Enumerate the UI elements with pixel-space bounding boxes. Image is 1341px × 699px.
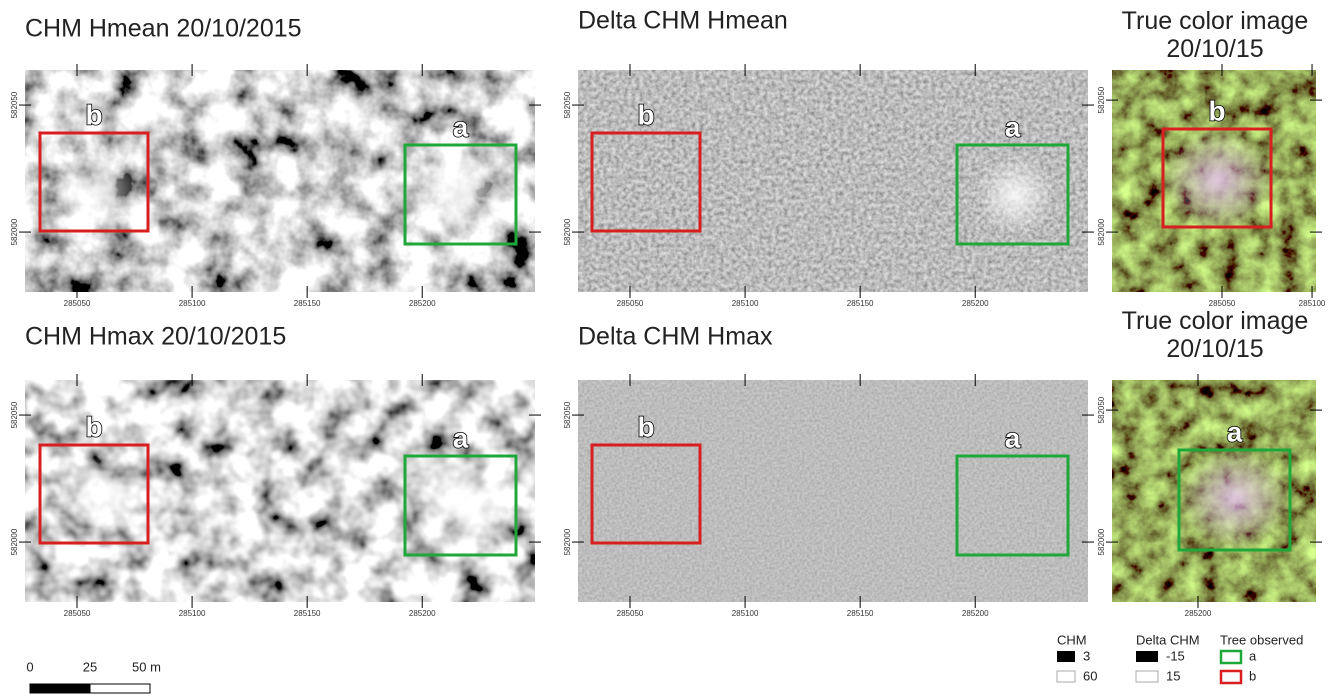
panel-title-line: True color image bbox=[1122, 307, 1309, 335]
tree-box bbox=[1161, 127, 1273, 229]
tree-box bbox=[590, 443, 702, 545]
box-label: b bbox=[85, 99, 102, 130]
y-tick-label: 582000 bbox=[1097, 528, 1106, 555]
box-label: b bbox=[85, 411, 102, 442]
x-tick-label: 285050 bbox=[617, 299, 644, 308]
x-tick-label: 285050 bbox=[617, 609, 644, 618]
legend-label: a bbox=[1249, 648, 1257, 663]
legend-swatch bbox=[1135, 670, 1159, 683]
y-tick-label: 582000 bbox=[10, 218, 19, 245]
box-label: b bbox=[637, 99, 654, 130]
box-label: b bbox=[1208, 95, 1225, 126]
panel-title: CHM Hmean 20/10/2015 bbox=[25, 15, 302, 43]
tree-box bbox=[955, 454, 1070, 557]
box-label: a bbox=[1005, 422, 1021, 453]
crown bbox=[60, 455, 150, 535]
legend-title: Tree observed bbox=[1220, 632, 1303, 647]
x-tick-label: 285050 bbox=[64, 299, 91, 308]
x-tick-label: 285200 bbox=[409, 299, 436, 308]
x-tick-label: 285200 bbox=[1185, 609, 1212, 618]
x-tick-label: 285100 bbox=[1299, 299, 1326, 308]
x-tick-label: 285200 bbox=[962, 299, 989, 308]
tree-box bbox=[38, 131, 150, 233]
legend-swatch bbox=[1056, 670, 1076, 683]
raster bbox=[578, 380, 1088, 602]
y-tick-label: 582000 bbox=[1097, 218, 1106, 245]
crown bbox=[1163, 130, 1273, 230]
crown bbox=[975, 155, 1055, 235]
y-tick-label: 582050 bbox=[563, 401, 572, 428]
x-tick-label: 285150 bbox=[294, 609, 321, 618]
x-tick-label: 285150 bbox=[847, 299, 874, 308]
legend-title: CHM bbox=[1057, 632, 1087, 647]
tree-box bbox=[1177, 448, 1292, 552]
x-tick-label: 285100 bbox=[179, 299, 206, 308]
panel-title: Delta CHM Hmean bbox=[578, 7, 788, 35]
scale-label: 25 bbox=[83, 659, 97, 674]
panel-title-line: True color image bbox=[1122, 7, 1309, 35]
scale-bar bbox=[29, 683, 91, 694]
y-tick-label: 582050 bbox=[563, 91, 572, 118]
box-label: b bbox=[637, 411, 654, 442]
x-tick-label: 285200 bbox=[409, 609, 436, 618]
tree-box bbox=[403, 143, 518, 246]
legend-label: 60 bbox=[1083, 668, 1097, 683]
scale-label: 50 m bbox=[132, 659, 161, 674]
legend-swatch bbox=[1057, 651, 1075, 662]
x-tick-label: 285150 bbox=[294, 299, 321, 308]
x-tick-label: 285100 bbox=[179, 609, 206, 618]
y-tick-label: 582000 bbox=[563, 528, 572, 555]
box-label: a bbox=[1005, 111, 1021, 142]
y-tick-label: 582050 bbox=[1097, 86, 1106, 113]
x-tick-label: 285150 bbox=[847, 609, 874, 618]
box-label: a bbox=[453, 111, 469, 142]
box-label: a bbox=[453, 422, 469, 453]
legend-swatch bbox=[1219, 669, 1243, 685]
tree-box bbox=[955, 143, 1070, 246]
legend-title: Delta CHM bbox=[1136, 632, 1200, 647]
x-tick-label: 285100 bbox=[732, 609, 759, 618]
legend-label: 3 bbox=[1083, 648, 1090, 663]
panel-title: Delta CHM Hmax bbox=[578, 323, 773, 351]
legend-swatch bbox=[1219, 649, 1243, 665]
box-label: a bbox=[1227, 416, 1243, 447]
crown bbox=[405, 135, 525, 245]
legend-swatch bbox=[1136, 651, 1158, 662]
y-tick-label: 582000 bbox=[563, 218, 572, 245]
tree-box bbox=[590, 131, 702, 233]
legend-label: 15 bbox=[1166, 668, 1180, 683]
y-tick-label: 582050 bbox=[10, 401, 19, 428]
scale-label: 0 bbox=[26, 659, 33, 674]
x-tick-label: 285050 bbox=[1209, 299, 1236, 308]
panel-title: CHM Hmax 20/10/2015 bbox=[25, 323, 286, 351]
tree-box bbox=[403, 454, 518, 557]
tree-box bbox=[38, 443, 150, 545]
y-tick-label: 582000 bbox=[10, 528, 19, 555]
legend-label: b bbox=[1249, 668, 1256, 683]
crown bbox=[405, 450, 525, 560]
crown bbox=[1180, 448, 1290, 548]
legend-label: -15 bbox=[1166, 648, 1185, 663]
x-tick-label: 285200 bbox=[962, 609, 989, 618]
x-tick-label: 285100 bbox=[732, 299, 759, 308]
x-tick-label: 285050 bbox=[64, 609, 91, 618]
panel-title-line: 20/10/15 bbox=[1166, 335, 1263, 363]
y-tick-label: 582050 bbox=[1097, 396, 1106, 423]
scale-bar bbox=[89, 683, 151, 694]
panel-title: True color image 20/10/15 bbox=[1122, 307, 1309, 363]
panel-title-line: 20/10/15 bbox=[1166, 35, 1263, 63]
y-tick-label: 582050 bbox=[10, 91, 19, 118]
crown bbox=[45, 150, 145, 230]
panel-title: True color image 20/10/15 bbox=[1122, 7, 1309, 63]
